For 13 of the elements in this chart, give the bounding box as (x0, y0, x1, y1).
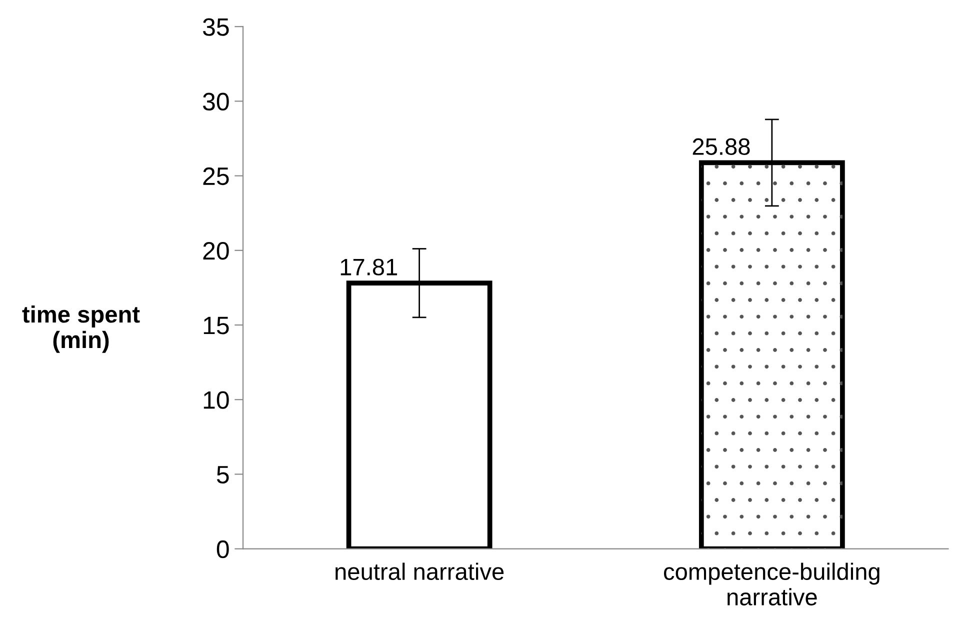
y-tick-label: 35 (202, 18, 229, 36)
y-tick-label: 15 (204, 316, 229, 334)
data-label: 25.88 (692, 138, 750, 156)
data-label: 17.81 (340, 258, 398, 276)
y-tick-label: 25 (203, 167, 229, 186)
y-axis-title: time spent (min) (22, 305, 140, 353)
y-tick-label: 10 (204, 391, 229, 409)
y-tick-label: 30 (202, 92, 229, 110)
x-tick-label: competence-building narrative (664, 562, 880, 606)
y-tick-label: 20 (203, 242, 229, 260)
y-tick-label: 0 (216, 540, 229, 558)
y-tick-label: 5 (216, 466, 229, 484)
x-tick-label: neutral narrative (336, 562, 504, 580)
